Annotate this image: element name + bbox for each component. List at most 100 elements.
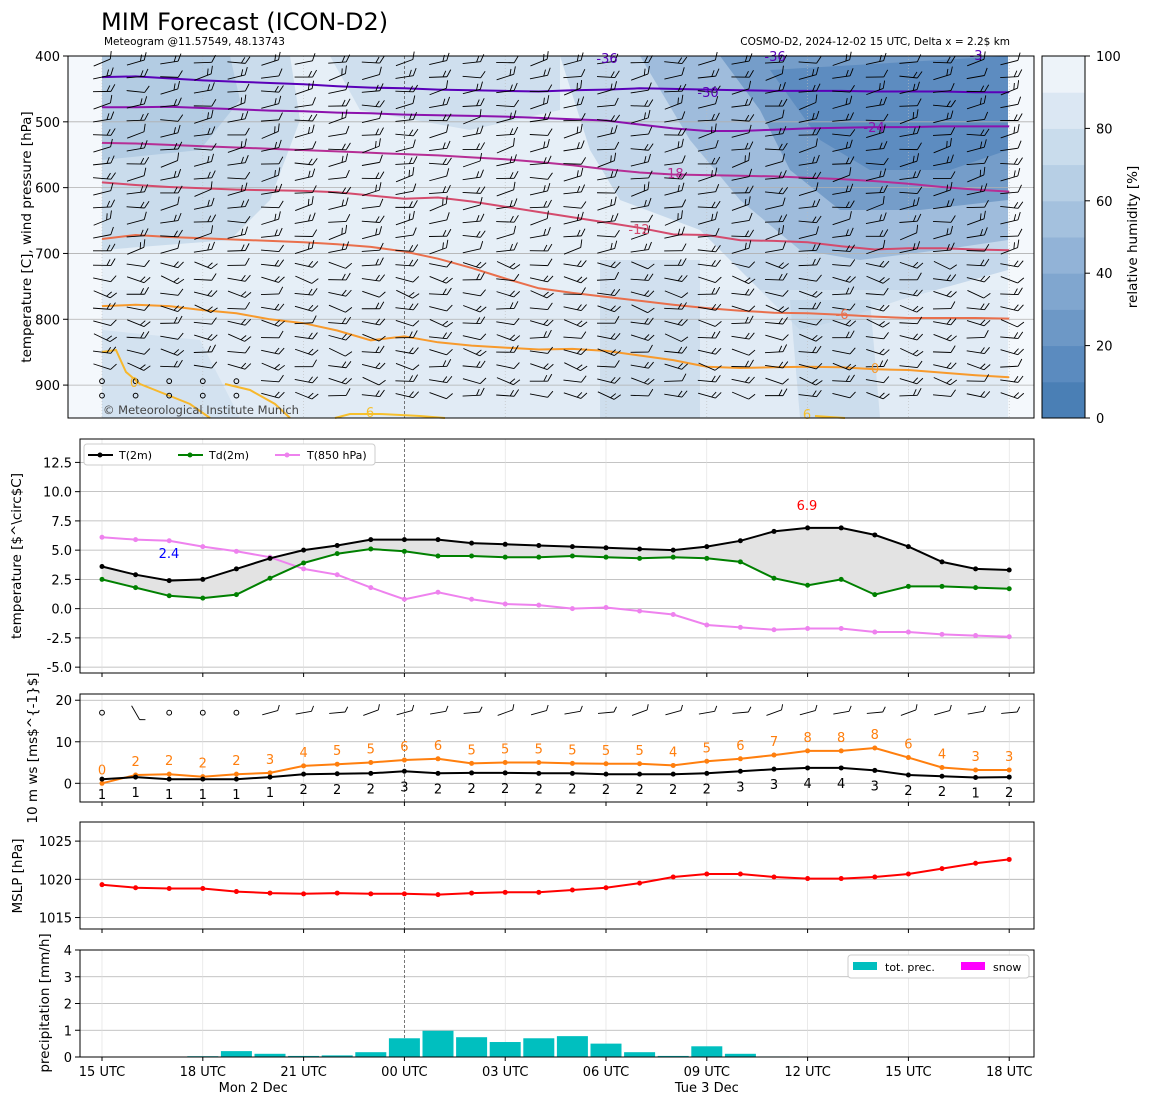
wind-barb — [1000, 211, 1021, 225]
wind-barb-flag — [816, 198, 821, 207]
wind-barb — [92, 172, 116, 180]
wind-barb — [899, 289, 923, 297]
wind-barb-staff — [295, 391, 313, 400]
wind-barb-staff — [194, 73, 212, 81]
wind-barb — [496, 154, 517, 167]
wind-barb-flag — [244, 155, 249, 163]
td2m-point — [569, 553, 575, 559]
wind-barb-flag — [244, 182, 248, 191]
wind-barb-flag — [681, 172, 688, 180]
wind-barb-flag — [950, 362, 957, 369]
t2m-point — [401, 537, 407, 543]
wind-barb-flag — [110, 67, 114, 76]
td2m-point — [99, 576, 105, 582]
gust-value-label: 5 — [501, 743, 509, 758]
wind-barb-staff — [799, 376, 816, 386]
wind-barb — [563, 167, 584, 182]
wind-barb-staff — [664, 190, 683, 196]
wind-barb — [697, 259, 721, 267]
wind-barb-flag — [446, 287, 452, 295]
wind-barb-staff — [865, 293, 884, 296]
wind-barb-flag — [409, 375, 413, 382]
y-tick-label: 800 — [35, 313, 60, 328]
wind-barb — [160, 141, 183, 151]
wind-barb-staff — [462, 220, 481, 224]
wind-barb — [731, 168, 753, 181]
wind-barb — [966, 84, 990, 93]
isotherm-line — [101, 181, 1010, 252]
wind-barb-staff — [160, 88, 178, 95]
wind-barb-flag — [849, 183, 854, 192]
wind-barb — [731, 124, 752, 138]
wind-barb-flag — [341, 377, 347, 384]
wind-barb-flag — [476, 55, 480, 63]
wind-barb — [1000, 392, 1025, 399]
wind-barb-staff — [865, 175, 884, 182]
wind-barb-flag — [110, 111, 115, 120]
wind-barb-flag — [445, 705, 449, 712]
tmin-annotation: 2.4 — [159, 547, 180, 562]
precipitation-bar — [657, 1055, 689, 1057]
wind-barb-staff — [630, 364, 649, 369]
wind-barb-flag — [643, 184, 646, 192]
wind-barb — [462, 81, 483, 95]
wind-barb-flag — [849, 276, 856, 283]
wind-barb-flag — [476, 171, 480, 178]
wind-barb — [328, 213, 351, 223]
wind-barb — [93, 333, 118, 343]
wind-barb — [160, 229, 183, 238]
wind-barb — [496, 215, 519, 223]
wind-barb-staff — [126, 103, 145, 109]
wind-barb-staff — [631, 261, 649, 270]
wind-barb-flag — [140, 229, 144, 237]
wind-barb — [328, 65, 347, 81]
wind-barb-staff — [764, 61, 784, 64]
wind-barb-staff — [93, 218, 111, 226]
wind-barb — [765, 82, 786, 94]
wind-barb-flag — [408, 113, 413, 121]
wind-barb-flag — [883, 359, 889, 367]
wind-barb-staff — [798, 162, 817, 166]
wind-barb-staff — [126, 75, 145, 79]
wind-barb-flag — [543, 200, 547, 208]
ws-point — [536, 770, 542, 776]
wind-barb-flag — [916, 153, 920, 162]
wind-barb-staff — [194, 117, 212, 124]
wind-barb-flag — [110, 243, 116, 252]
wind-barb-flag — [513, 273, 520, 281]
wind-barb-staff — [361, 104, 380, 108]
wind-barb-flag — [278, 374, 284, 383]
wind-barb-flag — [278, 167, 281, 176]
colorbar-segment — [1042, 164, 1085, 202]
wind-barb-staff — [865, 191, 884, 194]
wind-barb-flag — [984, 227, 988, 236]
wind-barb — [798, 290, 823, 298]
wind-barb-staff — [865, 162, 884, 166]
wind-barb — [126, 276, 151, 284]
wind-barb-staff — [429, 175, 447, 182]
wind-barb-flag — [816, 345, 822, 354]
wind-barb — [260, 200, 284, 209]
wind-barb-staff — [933, 117, 951, 124]
wind-barb-staff — [899, 105, 918, 107]
wind-barb-staff — [227, 162, 246, 166]
wind-barb-flag — [879, 170, 882, 178]
wind-barb-staff — [866, 247, 884, 255]
x-tick-label: 15 UTC — [885, 1065, 931, 1080]
wind-barb — [563, 319, 588, 328]
wind-barb-flag — [244, 215, 251, 224]
t2m-point — [301, 547, 307, 553]
humidity-area — [330, 56, 560, 130]
wind-barb-flag — [547, 67, 551, 76]
wind-barb — [596, 141, 620, 151]
wind-barb-staff — [731, 119, 750, 122]
wind-barb-flag — [580, 96, 585, 105]
wind-barb-flag — [140, 276, 146, 282]
precipitation-bar — [321, 1055, 353, 1057]
ws-point — [704, 770, 710, 776]
wind-barb-flag — [110, 258, 116, 266]
ws-point — [603, 771, 609, 777]
wind-barb — [832, 275, 856, 283]
wind-barb-flag — [1017, 358, 1023, 367]
wind-barb-staff — [933, 278, 951, 282]
